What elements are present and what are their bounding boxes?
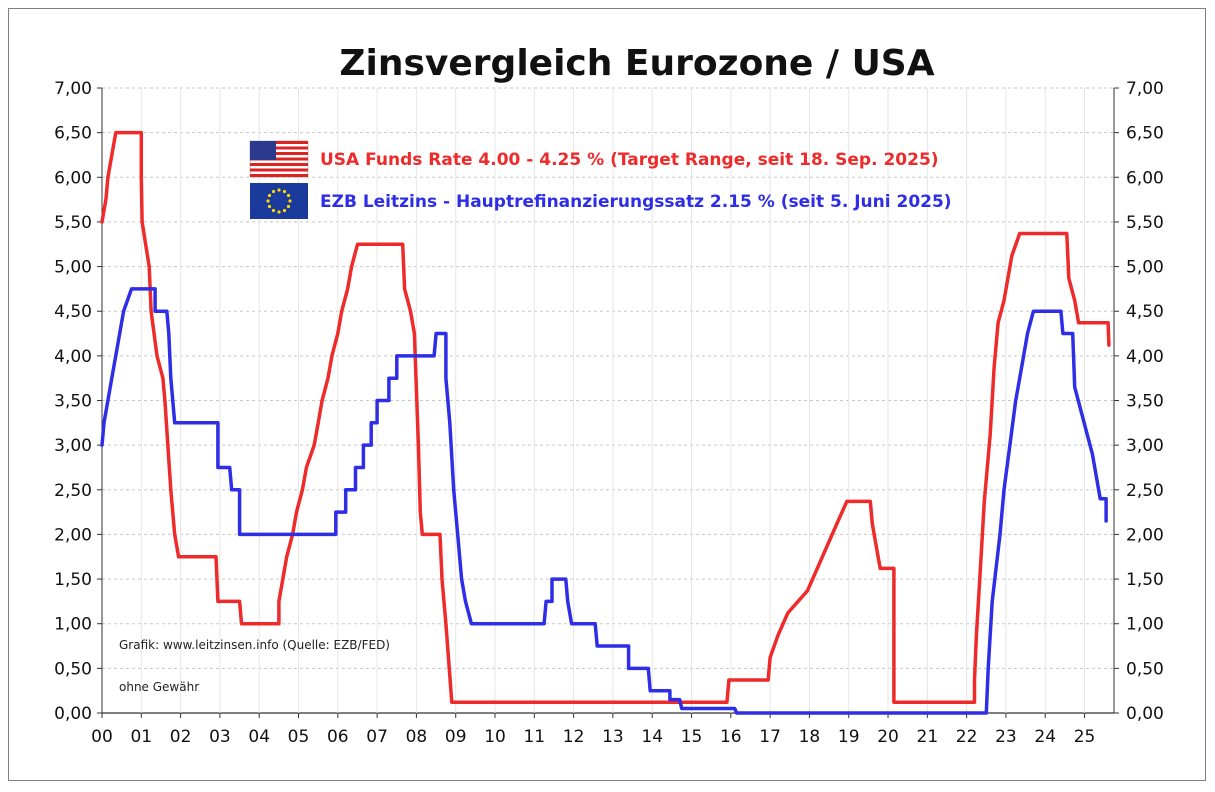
y-tick-label-left: 5,50 bbox=[54, 213, 92, 233]
y-tick-label-left: 1,00 bbox=[54, 615, 92, 635]
y-tick-label-left: 5,00 bbox=[54, 258, 92, 278]
chart: Zinsvergleich Eurozone / USA 0,00 0,50 1,0… bbox=[54, 43, 1164, 747]
y-tick-label-right: 1,50 bbox=[1126, 570, 1164, 590]
series-group bbox=[100, 130, 1111, 715]
x-tick-label: 03 bbox=[209, 727, 231, 747]
x-tick-label: 19 bbox=[838, 727, 860, 747]
x-tick-label: 10 bbox=[484, 727, 506, 747]
y-tick-label-left: 2,50 bbox=[54, 481, 92, 501]
y-tick-label-left: 3,00 bbox=[54, 436, 92, 456]
y-tick-label-left: 2,00 bbox=[54, 525, 92, 545]
x-tick-label: 06 bbox=[327, 727, 349, 747]
chart-frame: Zinsvergleich Eurozone / USA 0,00 0,50 1,0… bbox=[8, 8, 1206, 781]
x-tick-label: 12 bbox=[563, 727, 585, 747]
x-tick-label: 00 bbox=[91, 727, 113, 747]
x-tick-label: 07 bbox=[366, 727, 388, 747]
y-tick-label-left: 4,50 bbox=[54, 302, 92, 322]
y-tick-label-right: 3,50 bbox=[1126, 392, 1164, 412]
eu-star bbox=[282, 189, 287, 194]
x-tick-label: 22 bbox=[956, 727, 978, 747]
source-note: Grafik: www.leitzinsen.info (Quelle: EZB… bbox=[119, 638, 390, 652]
y-tick-label-right: 0,50 bbox=[1126, 659, 1164, 679]
x-tick-label: 05 bbox=[288, 727, 310, 747]
y-tick-label-right: 5,00 bbox=[1126, 258, 1164, 278]
eu-star bbox=[277, 210, 281, 214]
x-tick-label: 11 bbox=[523, 727, 545, 747]
grid-lines bbox=[101, 87, 1114, 714]
y-tick-label-right: 7,00 bbox=[1126, 79, 1164, 99]
x-tick-label: 14 bbox=[641, 727, 663, 747]
eu-star bbox=[286, 193, 291, 198]
eu-star bbox=[277, 188, 281, 192]
x-tick-label: 24 bbox=[1034, 727, 1056, 747]
y-tick-label-right: 1,00 bbox=[1126, 615, 1164, 635]
y-tick-label-right: 4,00 bbox=[1126, 347, 1164, 367]
y-tick-label-left: 3,50 bbox=[54, 392, 92, 412]
x-tick-label: 23 bbox=[995, 727, 1017, 747]
y-tick-label-left: 7,00 bbox=[54, 79, 92, 99]
eu-star bbox=[286, 204, 291, 209]
eu-star bbox=[282, 208, 287, 213]
y-axis-right: 0,00 0,50 1,00 1,50 2,00 2,50 3,00 3,50 4,00 4,50… bbox=[1113, 79, 1164, 724]
x-tick-label: 08 bbox=[406, 727, 428, 747]
disclaimer-note: ohne Gewähr bbox=[119, 680, 199, 694]
y-tick-label-left: 0,00 bbox=[54, 704, 92, 724]
x-tick-label: 16 bbox=[720, 727, 742, 747]
legend-usa-label: USA Funds Rate 4.00 - 4.25 % (Target Ran… bbox=[320, 150, 939, 170]
legend: USA Funds Rate 4.00 - 4.25 % (Target Ran… bbox=[249, 140, 952, 219]
us-flag-icon bbox=[249, 140, 309, 178]
x-tick-label: 02 bbox=[170, 727, 192, 747]
y-tick-label-right: 5,50 bbox=[1126, 213, 1164, 233]
y-tick-label-right: 2,00 bbox=[1126, 525, 1164, 545]
y-tick-label-right: 2,50 bbox=[1126, 481, 1164, 501]
x-tick-label: 01 bbox=[130, 727, 152, 747]
x-tick-label: 13 bbox=[602, 727, 624, 747]
y-tick-label-right: 4,50 bbox=[1126, 302, 1164, 322]
y-tick-label-right: 6,50 bbox=[1126, 124, 1164, 144]
y-tick-label-left: 6,00 bbox=[54, 168, 92, 188]
x-tick-label: 17 bbox=[759, 727, 781, 747]
y-tick-label-left: 6,50 bbox=[54, 124, 92, 144]
eu-star bbox=[271, 189, 276, 194]
y-tick-label-left: 1,50 bbox=[54, 570, 92, 590]
x-tick-label: 15 bbox=[681, 727, 703, 747]
x-tick-label: 25 bbox=[1074, 727, 1096, 747]
x-tick-label: 04 bbox=[248, 727, 270, 747]
x-axis: 00 01 02 03 04 05 06 07 08 09 10 11 12 13 14 15 16 17 18 19… bbox=[91, 713, 1095, 747]
legend-ezb-label: EZB Leitzins - Hauptrefinanzierungssatz … bbox=[320, 192, 952, 212]
eu-star bbox=[267, 193, 272, 198]
eu-flag-icon bbox=[250, 183, 308, 219]
x-tick-label: 20 bbox=[877, 727, 899, 747]
y-tick-label-right: 0,00 bbox=[1126, 704, 1164, 724]
chart-title: Zinsvergleich Eurozone / USA bbox=[339, 43, 934, 84]
y-axis-left: 0,00 0,50 1,00 1,50 2,00 2,50 3,00 3,50 4,00 4,50… bbox=[54, 79, 103, 724]
x-tick-label: 18 bbox=[799, 727, 821, 747]
y-tick-label-right: 3,00 bbox=[1126, 436, 1164, 456]
x-tick-label: 09 bbox=[445, 727, 467, 747]
eu-star bbox=[271, 208, 276, 213]
eu-star bbox=[267, 204, 272, 209]
series-ezb-line bbox=[100, 287, 1108, 715]
y-tick-label-left: 4,00 bbox=[54, 347, 92, 367]
x-tick-label: 21 bbox=[917, 727, 939, 747]
eu-star bbox=[288, 199, 292, 203]
y-tick-label-left: 0,50 bbox=[54, 659, 92, 679]
eu-star bbox=[266, 199, 270, 203]
y-tick-label-right: 6,00 bbox=[1126, 168, 1164, 188]
series-usa-line bbox=[100, 130, 1111, 705]
